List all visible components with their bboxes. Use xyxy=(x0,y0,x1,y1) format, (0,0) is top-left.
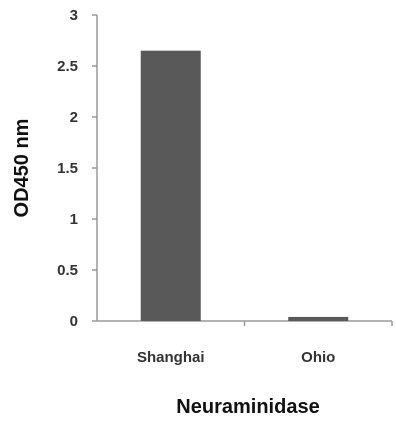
bar-ohio xyxy=(288,316,349,321)
category-label: Shanghai xyxy=(137,349,205,366)
y-axis-title: OD450 nm xyxy=(11,119,33,218)
category-labels: Shanghai Ohio xyxy=(137,349,335,366)
y-tick-label: 1 xyxy=(70,211,78,228)
y-tick-label: 0.5 xyxy=(57,262,78,279)
y-tick-label: 3 xyxy=(70,7,78,24)
y-tick-label: 2 xyxy=(70,109,78,126)
y-tick-label: 0 xyxy=(70,313,78,330)
y-tick-label: 2.5 xyxy=(57,58,78,75)
category-label: Ohio xyxy=(301,349,335,366)
bar-shanghai xyxy=(140,50,201,321)
x-axis-title: Neuraminidase xyxy=(176,396,319,418)
bars xyxy=(140,50,349,321)
y-tick-label: 1.5 xyxy=(57,160,78,177)
x-axis xyxy=(97,320,393,326)
y-axis: 0 0.5 1 1.5 2 2.5 3 xyxy=(57,7,98,330)
